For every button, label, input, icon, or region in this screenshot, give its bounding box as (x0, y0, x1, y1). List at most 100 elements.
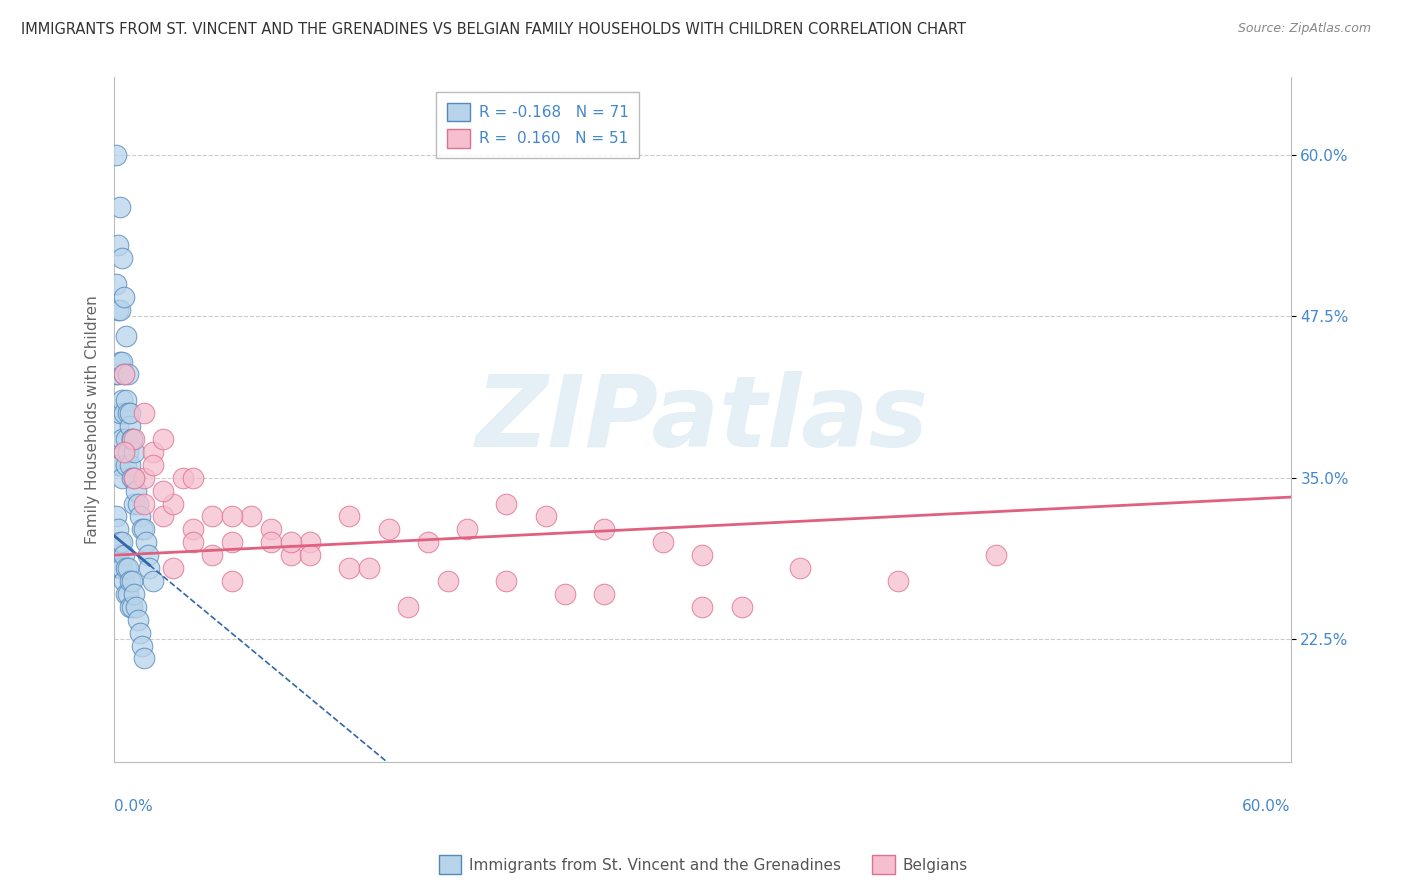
Point (142, 574, 165, 588)
Point (416, 535, 439, 549)
Point (121, 471, 143, 485)
Point (127, 497, 149, 511)
Point (118, 458, 141, 472)
Point (396, 599, 419, 614)
Point (112, 406, 135, 420)
Text: IMMIGRANTS FROM ST. VINCENT AND THE GRENADINES VS BELGIAN FAMILY HOUSEHOLDS WITH: IMMIGRANTS FROM ST. VINCENT AND THE GREN… (21, 22, 966, 37)
Point (108, 458, 131, 472)
Point (339, 509, 361, 524)
Point (112, 290, 135, 304)
Point (240, 509, 263, 524)
Point (107, 548, 129, 562)
Point (122, 432, 145, 446)
Point (108, 406, 131, 420)
Point (121, 432, 143, 446)
Point (111, 354, 134, 368)
Point (111, 393, 134, 408)
Point (299, 535, 322, 549)
Point (121, 599, 143, 614)
Point (221, 574, 243, 588)
Point (115, 328, 138, 343)
Point (138, 561, 160, 575)
Point (692, 548, 714, 562)
Point (152, 432, 174, 446)
Point (135, 535, 157, 549)
Point (181, 471, 204, 485)
Point (115, 587, 138, 601)
Point (107, 238, 129, 252)
Legend: R = -0.168   N = 71, R =  0.160   N = 51: R = -0.168 N = 71, R = 0.160 N = 51 (436, 92, 640, 158)
Point (692, 599, 714, 614)
Point (105, 277, 128, 291)
Point (105, 509, 128, 524)
Point (554, 587, 576, 601)
Point (132, 406, 155, 420)
Point (534, 509, 557, 524)
Point (142, 458, 165, 472)
Point (181, 522, 204, 536)
Point (121, 432, 143, 446)
Point (436, 574, 458, 588)
Point (122, 471, 145, 485)
Point (152, 509, 174, 524)
Point (122, 587, 145, 601)
Text: 60.0%: 60.0% (1241, 799, 1291, 814)
Point (122, 471, 145, 485)
Point (112, 368, 135, 382)
Text: Source: ZipAtlas.com: Source: ZipAtlas.com (1237, 22, 1371, 36)
Point (299, 548, 322, 562)
Point (201, 548, 224, 562)
Point (108, 535, 131, 549)
Point (112, 574, 135, 588)
Point (162, 561, 184, 575)
Point (359, 561, 381, 575)
Point (495, 497, 517, 511)
Point (789, 561, 811, 575)
Point (111, 561, 134, 575)
Legend: Immigrants from St. Vincent and the Grenadines, Belgians: Immigrants from St. Vincent and the Gren… (433, 849, 973, 880)
Point (115, 393, 138, 408)
Point (122, 445, 145, 459)
Point (201, 509, 224, 524)
Point (132, 497, 155, 511)
Point (142, 445, 165, 459)
Point (260, 522, 283, 536)
Point (105, 548, 128, 562)
Point (132, 651, 155, 665)
Text: 0.0%: 0.0% (114, 799, 153, 814)
Point (121, 574, 143, 588)
Point (339, 561, 361, 575)
Point (118, 406, 141, 420)
Point (132, 522, 155, 536)
Point (221, 509, 243, 524)
Point (115, 458, 138, 472)
Point (152, 483, 174, 498)
Point (495, 574, 517, 588)
Point (181, 535, 204, 549)
Point (260, 535, 283, 549)
Point (108, 354, 131, 368)
Point (107, 368, 129, 382)
Point (162, 497, 184, 511)
Point (112, 548, 135, 562)
Point (107, 302, 129, 317)
Point (111, 432, 134, 446)
Point (107, 419, 129, 434)
Point (108, 302, 131, 317)
Point (127, 613, 149, 627)
Point (887, 574, 910, 588)
Point (280, 548, 302, 562)
Point (105, 148, 128, 162)
Point (115, 432, 138, 446)
Point (128, 509, 150, 524)
Point (107, 522, 129, 536)
Point (128, 625, 150, 640)
Point (117, 368, 139, 382)
Point (112, 445, 135, 459)
Point (108, 200, 131, 214)
Point (117, 445, 139, 459)
Y-axis label: Family Households with Children: Family Households with Children (86, 295, 100, 544)
Point (115, 561, 138, 575)
Point (131, 522, 153, 536)
Point (118, 574, 141, 588)
